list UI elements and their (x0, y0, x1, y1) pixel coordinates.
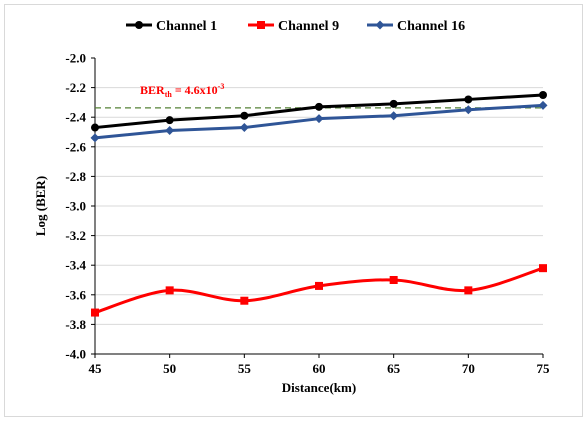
y-tick-label: -4.0 (65, 347, 86, 362)
series-channel-16 (90, 100, 548, 143)
x-tick-label: 65 (387, 361, 401, 376)
data-point-channel-1 (539, 91, 547, 99)
legend-swatch-marker (257, 21, 265, 29)
y-axis-title: Log (BER) (33, 176, 48, 236)
threshold-label-main: BER (140, 83, 165, 97)
data-point-channel-16 (90, 133, 100, 143)
legend-label: Channel 1 (156, 19, 217, 34)
data-point-channel-9 (539, 264, 547, 273)
series-channel-1 (91, 91, 547, 132)
legend-item-channel-16: Channel 16 (367, 19, 465, 34)
series (90, 91, 548, 317)
data-point-channel-1 (165, 116, 174, 125)
x-tick-label: 45 (89, 361, 103, 376)
legend-swatch-marker (375, 20, 385, 30)
x-tick-label: 75 (537, 361, 551, 376)
y-tick-label: -3.6 (65, 287, 86, 302)
data-point-channel-16 (165, 126, 175, 136)
data-point-channel-9 (91, 308, 99, 317)
data-point-channel-1 (240, 111, 249, 120)
y-tick-label: -3.8 (65, 317, 86, 332)
threshold-label-sub: th (165, 90, 173, 99)
data-point-channel-1 (315, 102, 323, 111)
data-point-channel-9 (464, 286, 473, 295)
y-tick-label: -2.8 (65, 169, 86, 184)
y-tick-label: -2.6 (65, 139, 86, 154)
threshold-label-sup: -3 (218, 82, 225, 91)
y-tick-label: -2.0 (65, 51, 86, 66)
x-tick-label: 55 (238, 361, 252, 376)
y-tick-label: -3.0 (65, 199, 86, 214)
data-point-channel-9 (389, 276, 398, 284)
data-point-channel-1 (464, 95, 473, 104)
axes: -2.0 -2.2 -2.4 -2.6 -2.8 -3.0 -3.2 -3.4 -3.6 -3.8… (65, 51, 550, 377)
data-point-channel-16 (463, 105, 473, 115)
y-tick-label: -3.4 (65, 258, 86, 273)
data-point-channel-16 (314, 114, 324, 124)
x-axis-title: Distance(km) (282, 380, 356, 395)
data-point-channel-16 (538, 100, 548, 110)
legend-item-channel-1: Channel 1 (126, 19, 217, 34)
legend-label: Channel 16 (397, 19, 465, 34)
data-point-channel-1 (389, 99, 398, 108)
legend-label: Channel 9 (278, 19, 339, 34)
y-tick-label: -2.2 (65, 80, 86, 95)
series-channel-9 (91, 264, 547, 317)
line-chart: -2.0 -2.2 -2.4 -2.6 -2.8 -3.0 -3.2 -3.4 -3.6 -3.8… (33, 19, 550, 395)
data-point-channel-9 (240, 296, 249, 305)
y-tick-label: -2.4 (65, 110, 86, 125)
data-point-channel-16 (239, 123, 249, 133)
series-line-channel-9 (94, 266, 544, 314)
chart-frame: -2.0 -2.2 -2.4 -2.6 -2.8 -3.0 -3.2 -3.4 -3.6 -3.8… (4, 4, 583, 417)
threshold-label: BERth = 4.6x10-3 (140, 82, 224, 99)
legend-item-channel-9: Channel 9 (248, 19, 339, 34)
threshold-label-rest: = 4.6x10 (172, 83, 218, 97)
data-point-channel-16 (389, 111, 399, 121)
x-tick-label: 50 (163, 361, 176, 376)
x-tick-label: 70 (462, 361, 475, 376)
legend-swatch-marker (135, 21, 143, 29)
legend: Channel 1 Channel 9 Channel 16 (126, 19, 465, 34)
data-point-channel-9 (165, 286, 174, 295)
x-tick-label: 60 (313, 361, 326, 376)
y-tick-label: -3.2 (65, 228, 86, 243)
data-point-channel-1 (91, 123, 99, 132)
data-point-channel-9 (315, 281, 323, 290)
